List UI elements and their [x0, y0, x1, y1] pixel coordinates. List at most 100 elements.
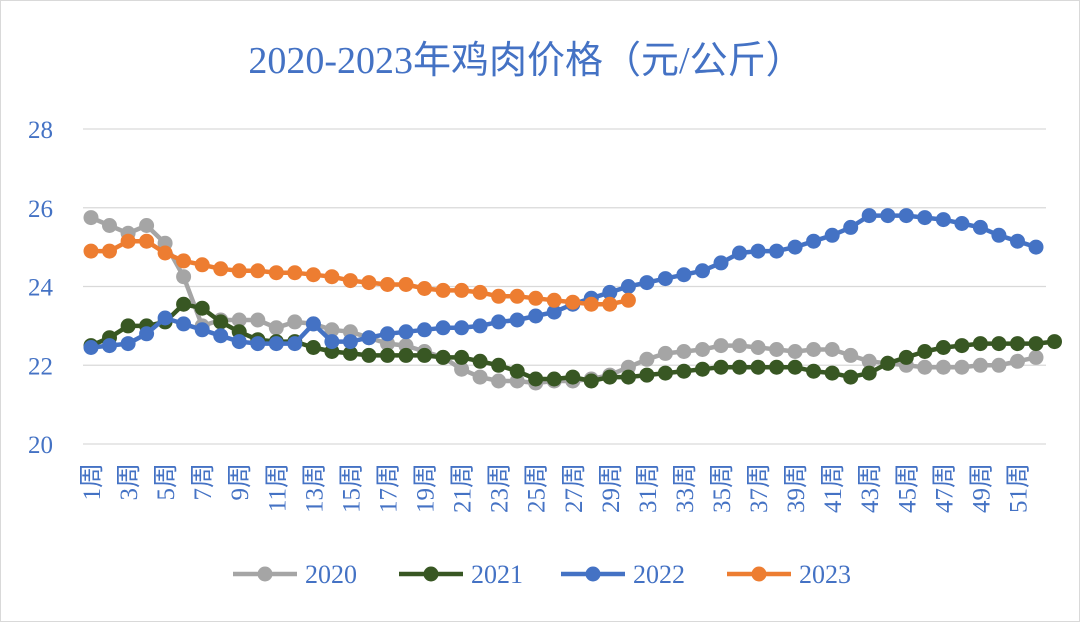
data-point-2022-week-29	[602, 284, 618, 300]
data-point-2022-week-4	[139, 326, 155, 342]
data-point-2023-week-16	[361, 275, 377, 291]
x-tick-label-week-41: 41周	[820, 463, 847, 513]
data-point-2022-week-6	[176, 316, 192, 332]
data-point-2020-week-37	[750, 340, 766, 355]
y-tick-label-20: 20	[28, 432, 53, 459]
legend-marker-2021	[423, 566, 439, 582]
series-2022	[83, 208, 1044, 355]
data-point-2021-week-47	[935, 340, 951, 355]
data-point-2023-week-11	[268, 265, 284, 281]
x-tick-label-week-37: 37周	[746, 463, 773, 513]
legend: 2020 2021 2022 2023	[233, 560, 851, 589]
data-point-2021-week-3	[120, 318, 136, 334]
data-point-2021-week-31	[639, 367, 655, 383]
x-tick-label-week-43: 43周	[857, 463, 884, 513]
data-point-2021-week-7	[194, 300, 210, 316]
x-tick-label-week-25: 25周	[524, 463, 551, 513]
data-point-2023-week-2	[102, 243, 117, 259]
data-point-2022-week-13	[305, 316, 321, 332]
data-point-2022-week-43	[861, 208, 877, 224]
data-point-2020-week-11	[268, 320, 284, 336]
data-point-2021-week-25	[528, 371, 544, 387]
data-point-2022-week-41	[824, 227, 840, 243]
x-tick-label-week-33: 33周	[672, 463, 699, 513]
data-point-2021-week-52	[1028, 336, 1044, 352]
data-point-2020-week-31	[639, 351, 655, 367]
data-point-2023-week-24	[509, 288, 525, 304]
data-point-2022-week-19	[417, 322, 432, 338]
data-point-2023-week-28	[583, 296, 599, 312]
data-point-2022-week-8	[213, 328, 229, 344]
data-point-2022-week-52	[1028, 239, 1044, 255]
gridlines	[83, 128, 1046, 445]
data-point-2021-week-16	[361, 347, 377, 363]
data-point-2022-week-36	[732, 245, 747, 261]
data-point-2022-week-35	[713, 255, 729, 271]
x-tick-label-week-3: 3周	[116, 463, 143, 501]
data-point-2021-week-8	[213, 314, 229, 330]
data-point-2022-week-39	[787, 239, 803, 255]
x-tick-label-week-49: 49周	[968, 463, 995, 513]
x-tick-label-week-21: 21周	[450, 463, 477, 513]
data-point-2023-week-10	[250, 263, 266, 279]
data-point-2021-week-35	[713, 359, 729, 375]
data-point-2020-week-2	[102, 218, 117, 233]
data-point-2023-week-8	[213, 261, 229, 277]
data-point-2022-week-11	[268, 336, 284, 352]
data-point-2022-week-25	[528, 308, 544, 324]
data-point-2020-week-36	[732, 338, 747, 354]
y-tick-label-28: 28	[28, 117, 53, 144]
data-point-2021-week-51	[1010, 336, 1025, 352]
data-point-2020-week-34	[695, 342, 710, 357]
data-point-2023-week-13	[305, 267, 321, 283]
x-tick-label-week-29: 29周	[598, 463, 625, 513]
data-point-2021-week-17	[380, 347, 395, 363]
data-point-2022-week-47	[935, 212, 951, 228]
data-point-2022-week-48	[954, 216, 970, 231]
data-point-2021-week-24	[509, 363, 525, 379]
data-point-2022-week-45	[898, 208, 914, 224]
data-point-2022-week-16	[361, 330, 377, 346]
data-point-2020-week-38	[769, 342, 785, 357]
data-point-2020-week-33	[676, 344, 692, 359]
data-point-2023-week-14	[324, 269, 340, 285]
y-tick-label-24: 24	[28, 275, 54, 302]
data-point-2020-week-10	[250, 312, 266, 328]
data-point-2022-week-23	[491, 314, 507, 330]
data-point-2021-week-50	[991, 336, 1007, 352]
data-point-2022-week-18	[398, 324, 414, 340]
x-tick-label-week-13: 13周	[301, 463, 328, 513]
data-point-2023-week-15	[342, 273, 358, 289]
data-point-2021-week-42	[843, 369, 859, 385]
data-point-2022-week-17	[380, 326, 395, 342]
data-point-2023-week-21	[454, 282, 470, 298]
data-point-2021-week-28	[583, 373, 599, 389]
data-point-2022-week-51	[1010, 233, 1025, 249]
data-point-2023-week-26	[546, 292, 562, 308]
data-point-2022-week-37	[750, 243, 766, 259]
data-point-2021-week-48	[954, 338, 970, 354]
x-tick-label-week-47: 47周	[931, 463, 958, 513]
data-point-2023-week-12	[287, 265, 303, 281]
x-tick-label-week-31: 31周	[635, 463, 662, 513]
legend-marker-2022	[585, 566, 601, 582]
data-point-2021-week-6	[176, 296, 192, 312]
data-point-2022-week-2	[102, 338, 117, 354]
data-point-2021-week-41	[824, 365, 840, 381]
data-point-2022-week-32	[657, 271, 673, 287]
data-point-2023-week-23	[491, 288, 507, 304]
data-point-2020-week-32	[657, 345, 673, 361]
data-point-2021-week-36	[732, 359, 747, 375]
data-point-2023-week-17	[380, 277, 395, 292]
data-point-2022-week-21	[454, 320, 470, 336]
data-point-2023-week-30	[620, 292, 636, 308]
data-point-2022-week-42	[843, 219, 859, 235]
data-point-2020-week-12	[287, 314, 303, 330]
x-tick-label-week-15: 15周	[338, 463, 365, 513]
data-point-2020-week-49	[972, 357, 988, 373]
x-tick-label-week-17: 17周	[375, 463, 402, 513]
data-point-2022-week-34	[695, 263, 710, 279]
data-point-2022-week-20	[435, 320, 451, 336]
data-point-2022-week-5	[157, 310, 173, 326]
data-point-2021-week-45	[898, 349, 914, 365]
